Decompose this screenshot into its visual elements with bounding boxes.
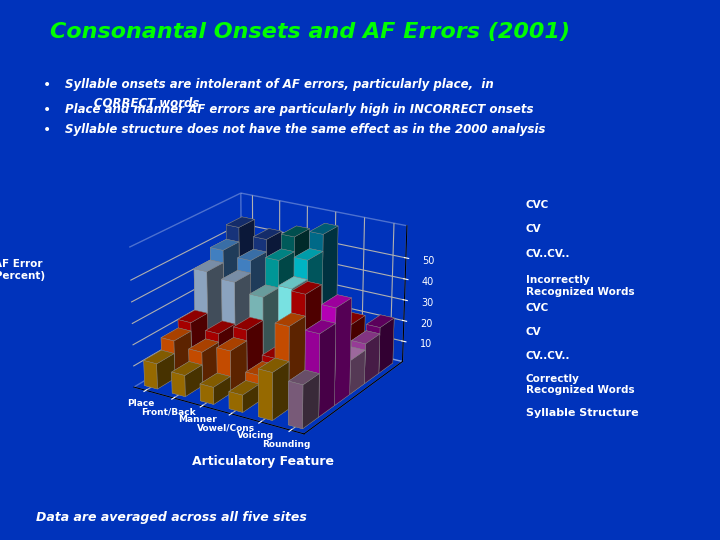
Text: Consonantal Onsets and AF Errors (2001): Consonantal Onsets and AF Errors (2001) (50, 22, 570, 42)
Text: Incorrectly
Recognized Words: Incorrectly Recognized Words (526, 275, 634, 297)
Text: CVC: CVC (526, 200, 549, 210)
Text: CV..CV..: CV..CV.. (526, 249, 570, 259)
Text: CV..CV..: CV..CV.. (526, 352, 570, 361)
Text: Syllable Structure: Syllable Structure (526, 408, 638, 418)
Text: •: • (43, 103, 51, 117)
Text: Articulatory Feature: Articulatory Feature (192, 455, 334, 468)
Text: •: • (43, 123, 51, 137)
Text: CORRECT words: CORRECT words (65, 97, 199, 110)
Text: CV: CV (526, 225, 541, 234)
Text: AF Error
(Percent): AF Error (Percent) (0, 259, 45, 281)
Text: Place and manner AF errors are particularly high in INCORRECT onsets: Place and manner AF errors are particula… (65, 103, 534, 116)
Text: Correctly
Recognized Words: Correctly Recognized Words (526, 374, 634, 395)
Text: CV: CV (526, 327, 541, 337)
Text: CVC: CVC (526, 303, 549, 313)
Text: •: • (43, 78, 51, 92)
Text: Syllable onsets are intolerant of AF errors, particularly place,  in: Syllable onsets are intolerant of AF err… (65, 78, 493, 91)
Text: Data are averaged across all five sites: Data are averaged across all five sites (36, 511, 307, 524)
Text: Syllable structure does not have the same effect as in the 2000 analysis: Syllable structure does not have the sam… (65, 123, 545, 136)
